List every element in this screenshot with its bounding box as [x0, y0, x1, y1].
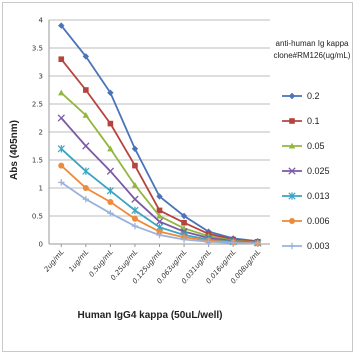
y-tick-label: 1 [39, 185, 43, 193]
data-point [82, 196, 90, 203]
series-line [60, 92, 258, 244]
data-point [156, 228, 163, 235]
data-point [288, 92, 296, 100]
data-point [131, 222, 139, 230]
legend-item-0.003: 0.003 [282, 241, 330, 251]
legend-label: 0.05 [307, 141, 325, 151]
data-point [107, 199, 114, 205]
data-point [131, 215, 138, 222]
legend-item-0.006: 0.006 [282, 216, 330, 226]
legend-label: 0.025 [307, 166, 330, 176]
series-0.003 [58, 179, 261, 247]
y-tick-label: 2.5 [32, 101, 43, 109]
data-point [156, 212, 163, 219]
legend-item-0.013: 0.013 [282, 191, 330, 201]
data-point [82, 167, 90, 175]
data-point [288, 167, 296, 175]
y-tick-label: 3.5 [32, 45, 43, 53]
data-point [180, 236, 188, 243]
legend-item-0.1: 0.1 [282, 116, 320, 126]
data-point [58, 56, 65, 62]
legend-title-line-1: anti-human Ig kappa [276, 39, 349, 48]
x-tick-label: 1ug/mL [67, 248, 90, 273]
data-point [82, 142, 90, 150]
data-point [289, 218, 295, 224]
y-axis-title: Abs (405nm) [9, 120, 20, 180]
data-point [156, 193, 163, 200]
data-point [288, 142, 296, 149]
data-point [131, 145, 139, 152]
data-point [229, 239, 237, 247]
y-tick-label: 3 [39, 73, 43, 81]
y-tick-label: 4 [39, 17, 44, 25]
data-point [288, 192, 296, 200]
data-point [58, 89, 65, 96]
data-point [82, 112, 90, 118]
data-point [106, 167, 115, 175]
x-axis-title: Human IgG4 kappa (50uL/well) [77, 310, 222, 321]
data-point [82, 185, 89, 191]
data-point [289, 118, 295, 124]
data-point [57, 145, 65, 153]
data-point [205, 238, 212, 245]
data-point [107, 210, 114, 217]
legend-item-0.2: 0.2 [282, 91, 320, 101]
legend-label: 0.2 [307, 91, 320, 101]
data-point [156, 207, 163, 214]
data-point [132, 162, 138, 169]
data-point [106, 187, 115, 195]
data-point [83, 87, 89, 93]
legend-label: 0.1 [307, 116, 320, 126]
data-point [155, 217, 164, 226]
y-axis-ticks: 0 0.5 1 1.5 2 2.5 3 3.5 4 [32, 17, 44, 249]
data-point [107, 145, 114, 152]
y-tick-label: 1.5 [32, 157, 43, 165]
data-point [58, 162, 65, 169]
legend-item-0.025: 0.025 [282, 166, 330, 176]
data-point [131, 195, 139, 203]
data-point [58, 179, 65, 186]
data-point [131, 206, 139, 215]
x-axis-ticks: 2ug/mL 1ug/mL0.5ug/mL0.25ug/mL0.125ug/mL0… [43, 244, 262, 285]
y-tick-label: 0.5 [32, 213, 43, 221]
legend-label: 0.006 [307, 216, 330, 226]
data-point [107, 120, 114, 127]
data-point [288, 242, 296, 250]
y-tick-label: 0 [39, 241, 43, 249]
legend-label: 0.003 [307, 241, 330, 251]
legend-title-line-2: clone#RM126(ug/mL) [274, 51, 351, 60]
data-point [181, 219, 187, 226]
x-tick-label: 2ug/mL [43, 248, 66, 273]
data-point [82, 53, 90, 60]
data-point [180, 212, 188, 220]
legend: anti-human Ig kappa clone#RM126(ug/mL) 0… [274, 39, 351, 251]
legend-item-0.05: 0.05 [282, 141, 325, 151]
data-point [107, 89, 114, 96]
series-lines [57, 22, 262, 247]
data-point [58, 22, 65, 29]
data-point [156, 231, 163, 239]
data-point [131, 182, 139, 188]
legend-label: 0.013 [307, 191, 330, 201]
y-tick-label: 2 [39, 129, 43, 137]
data-point [57, 114, 65, 122]
data-point [254, 240, 261, 247]
